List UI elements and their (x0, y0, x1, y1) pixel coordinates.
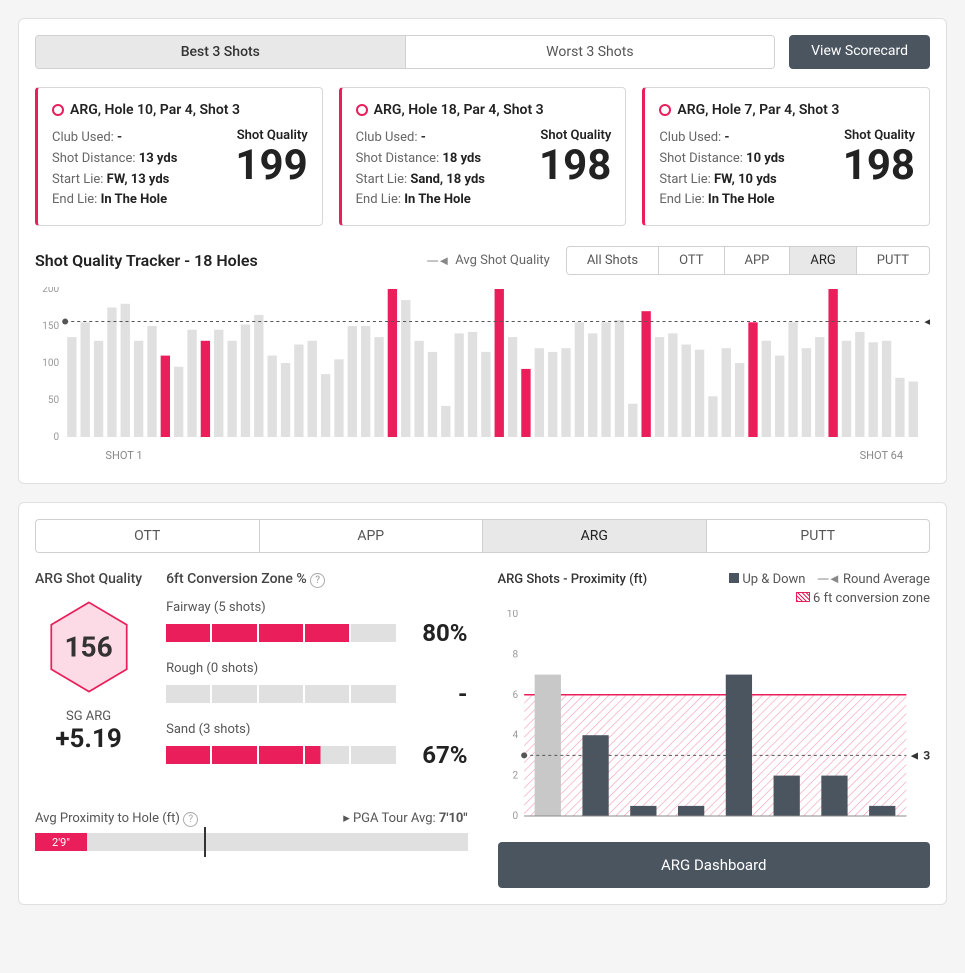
svg-text:2: 2 (512, 771, 518, 782)
filter-tab-putt[interactable]: PUTT (856, 247, 929, 274)
shot-card: ARG, Hole 10, Par 4, Shot 3 Club Used: -… (35, 87, 323, 226)
svg-text:50: 50 (48, 395, 60, 406)
pga-avg: ▸ PGA Tour Avg: 7'10" (343, 811, 467, 827)
svg-text:200: 200 (42, 287, 59, 295)
card-stats: Club Used: -Shot Distance: 18 ydsStart L… (356, 128, 485, 211)
svg-text:4: 4 (512, 730, 518, 741)
tracker-title: Shot Quality Tracker - 18 Holes (35, 251, 258, 270)
shot-card: ARG, Hole 18, Par 4, Shot 3 Club Used: -… (339, 87, 627, 226)
sq-value: 199 (235, 145, 307, 187)
sq-value: 198 (843, 145, 915, 187)
category-tabs: OTTAPPARGPUTT (35, 519, 930, 553)
bottom-left: ARG Shot Quality 156 SG ARG +5.19 6ft Co… (35, 571, 468, 888)
tracker-tabs: All ShotsOTTAPPARGPUTT (566, 246, 930, 275)
ring-icon (52, 104, 64, 116)
conv-row: Fairway (5 shots)80% (166, 600, 467, 647)
filter-tab-app[interactable]: APP (724, 247, 790, 274)
shot-cards: ARG, Hole 10, Par 4, Shot 3 Club Used: -… (35, 87, 930, 226)
help-icon[interactable]: ? (183, 812, 198, 827)
sq-title: ARG Shot Quality (35, 571, 142, 587)
svg-text:100: 100 (42, 358, 59, 369)
shot-card: ARG, Hole 7, Par 4, Shot 3 Club Used: -S… (642, 87, 930, 226)
filter-tab-ott[interactable]: OTT (658, 247, 723, 274)
prox-marker (204, 827, 206, 857)
filter-tab-arg[interactable]: ARG (789, 247, 855, 274)
tab-ott[interactable]: OTT (36, 520, 259, 552)
svg-text:◄ 3: ◄ 3 (908, 749, 930, 763)
svg-text:SHOT 64: SHOT 64 (860, 449, 903, 462)
sg-label: SG ARG (35, 709, 142, 724)
ring-icon (356, 104, 368, 116)
svg-text:SHOT 1: SHOT 1 (105, 449, 142, 462)
card-stats: Club Used: -Shot Distance: 10 ydsStart L… (659, 128, 784, 211)
tracker-chart: 0 50 100 150 200 ◄ 156 SHOT 1 SHOT 64 (35, 287, 930, 467)
prox-fill: 2'9" (35, 833, 87, 851)
tab-app[interactable]: APP (259, 520, 483, 552)
legend-updown: Up & Down (729, 572, 805, 587)
svg-text:0: 0 (53, 432, 59, 443)
bottom-panel: OTTAPPARGPUTT ARG Shot Quality 156 SG AR… (18, 502, 947, 905)
card-title: ARG, Hole 7, Par 4, Shot 3 (677, 102, 839, 118)
conv-row: Rough (0 shots)- (166, 661, 467, 708)
bottom-right: ARG Shots - Proximity (ft) Up & Down Rou… (498, 571, 931, 888)
card-title: ARG, Hole 10, Par 4, Shot 3 (70, 102, 240, 118)
conv-title: 6ft Conversion Zone % ? (166, 571, 467, 588)
tab-putt[interactable]: PUTT (706, 520, 930, 552)
legend-conv-zone: 6 ft conversion zone (796, 591, 930, 606)
svg-text:8: 8 (512, 650, 518, 661)
filter-tab-allshots[interactable]: All Shots (567, 247, 658, 274)
ring-icon (659, 104, 671, 116)
arg-dashboard-button[interactable]: ARG Dashboard (498, 842, 931, 888)
svg-text:150: 150 (42, 321, 59, 332)
sg-value: +5.19 (35, 724, 142, 754)
prox-chart-title: ARG Shots - Proximity (ft) (498, 572, 648, 587)
hex-badge: 156 (46, 599, 132, 695)
legend-round-avg: Round Average (818, 571, 931, 587)
svg-text:6: 6 (512, 690, 518, 701)
shot-toggle: Best 3 Shots Worst 3 Shots (35, 35, 775, 69)
prox-bar: 2'9" (35, 833, 468, 851)
view-scorecard-button[interactable]: View Scorecard (789, 35, 930, 69)
seg-best[interactable]: Best 3 Shots (36, 36, 405, 68)
top-panel: Best 3 Shots Worst 3 Shots View Scorecar… (18, 18, 947, 484)
card-stats: Club Used: -Shot Distance: 13 ydsStart L… (52, 128, 177, 211)
sq-value: 198 (539, 145, 611, 187)
proximity-chart: 0 2 4 6 8 10 ◄ 3 (498, 610, 931, 830)
conv-row: Sand (3 shots)67% (166, 722, 467, 769)
tab-arg[interactable]: ARG (482, 520, 706, 552)
prox-label: Avg Proximity to Hole (ft) ? (35, 811, 198, 827)
seg-worst[interactable]: Worst 3 Shots (405, 36, 775, 68)
svg-text:◄ 156: ◄ 156 (922, 315, 930, 329)
svg-text:10: 10 (506, 610, 518, 620)
legend-avg: Avg Shot Quality (427, 253, 550, 269)
svg-text:0: 0 (512, 811, 518, 822)
card-title: ARG, Hole 18, Par 4, Shot 3 (374, 102, 544, 118)
help-icon[interactable]: ? (310, 573, 325, 588)
